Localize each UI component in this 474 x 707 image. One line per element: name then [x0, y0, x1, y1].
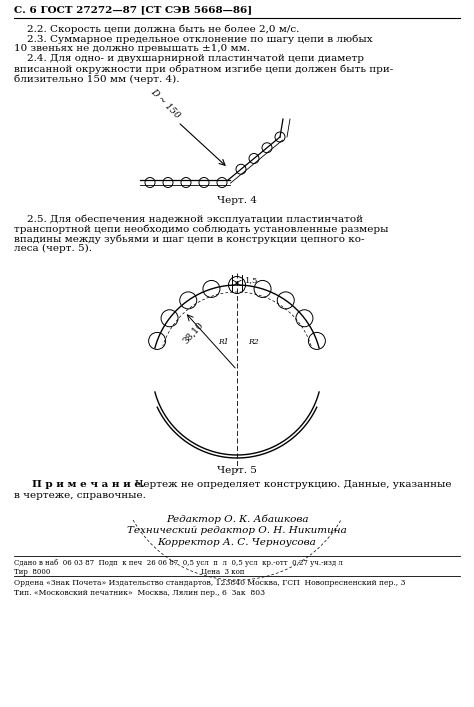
Text: П р и м е ч а н и е.: П р и м е ч а н и е.	[32, 480, 145, 489]
Text: 2.3. Суммарное предельное отклонение по шагу цепи в любых: 2.3. Суммарное предельное отклонение по …	[14, 34, 373, 44]
Text: Тир  8000                                                                   Цена: Тир 8000 Цена	[14, 568, 245, 576]
Text: 2.4. Для одно- и двухшарнирной пластинчатой цепи диаметр: 2.4. Для одно- и двухшарнирной пластинча…	[14, 54, 364, 63]
Text: леса (черт. 5).: леса (черт. 5).	[14, 244, 92, 253]
Text: Ордена «Знак Почета» Издательство стандартов, 123840 Москва, ГСП  Новопресненски: Ордена «Знак Почета» Издательство станда…	[14, 579, 405, 587]
Text: Черт. 4: Черт. 4	[217, 196, 257, 205]
Text: Чертеж не определяет конструкцию. Данные, указанные: Чертеж не определяет конструкцию. Данные…	[132, 480, 452, 489]
Text: Технический редактор О. Н. Никитина: Технический редактор О. Н. Никитина	[127, 526, 347, 535]
Text: Корректор А. С. Черноусова: Корректор А. С. Черноусова	[158, 538, 316, 547]
Text: С. 6 ГОСТ 27272—87 [СТ СЭВ 5668—86]: С. 6 ГОСТ 27272—87 [СТ СЭВ 5668—86]	[14, 5, 252, 14]
Text: 38,10: 38,10	[181, 320, 205, 346]
Text: Тип. «Московский печатник»  Москва, Лялин пер., 6  Зак  803: Тип. «Московский печатник» Москва, Лялин…	[14, 589, 265, 597]
Text: Сдано в наб  06 03 87  Подп  к печ  26 06 87  0,5 усл  п  л  0,5 усл  кр.-отт  0: Сдано в наб 06 03 87 Подп к печ 26 06 87…	[14, 559, 343, 567]
Text: 2.2. Скорость цепи должна быть не более 2,0 м/с.: 2.2. Скорость цепи должна быть не более …	[14, 24, 300, 33]
Text: близительно 150 мм (черт. 4).: близительно 150 мм (черт. 4).	[14, 74, 180, 83]
Text: транспортной цепи необходимо соблюдать установленные размеры: транспортной цепи необходимо соблюдать у…	[14, 224, 389, 233]
Text: D ~ 150: D ~ 150	[148, 87, 182, 120]
Text: R2: R2	[248, 338, 258, 346]
Text: 1,5: 1,5	[245, 276, 258, 284]
Text: R1: R1	[218, 338, 228, 346]
Text: Черт. 5: Черт. 5	[217, 466, 257, 475]
Text: вписанной окружности при обратном изгибе цепи должен быть при-: вписанной окружности при обратном изгибе…	[14, 64, 393, 74]
Text: впадины между зубьями и шаг цепи в конструкции цепного ко-: впадины между зубьями и шаг цепи в конст…	[14, 234, 365, 243]
Text: в чертеже, справочные.: в чертеже, справочные.	[14, 491, 146, 500]
Text: 2.5. Для обеспечения надежной эксплуатации пластинчатой: 2.5. Для обеспечения надежной эксплуатац…	[14, 214, 363, 223]
Text: 10 звеньях не должно превышать ±1,0 мм.: 10 звеньях не должно превышать ±1,0 мм.	[14, 44, 250, 53]
Text: Редактор О. К. Абашкова: Редактор О. К. Абашкова	[166, 514, 308, 523]
